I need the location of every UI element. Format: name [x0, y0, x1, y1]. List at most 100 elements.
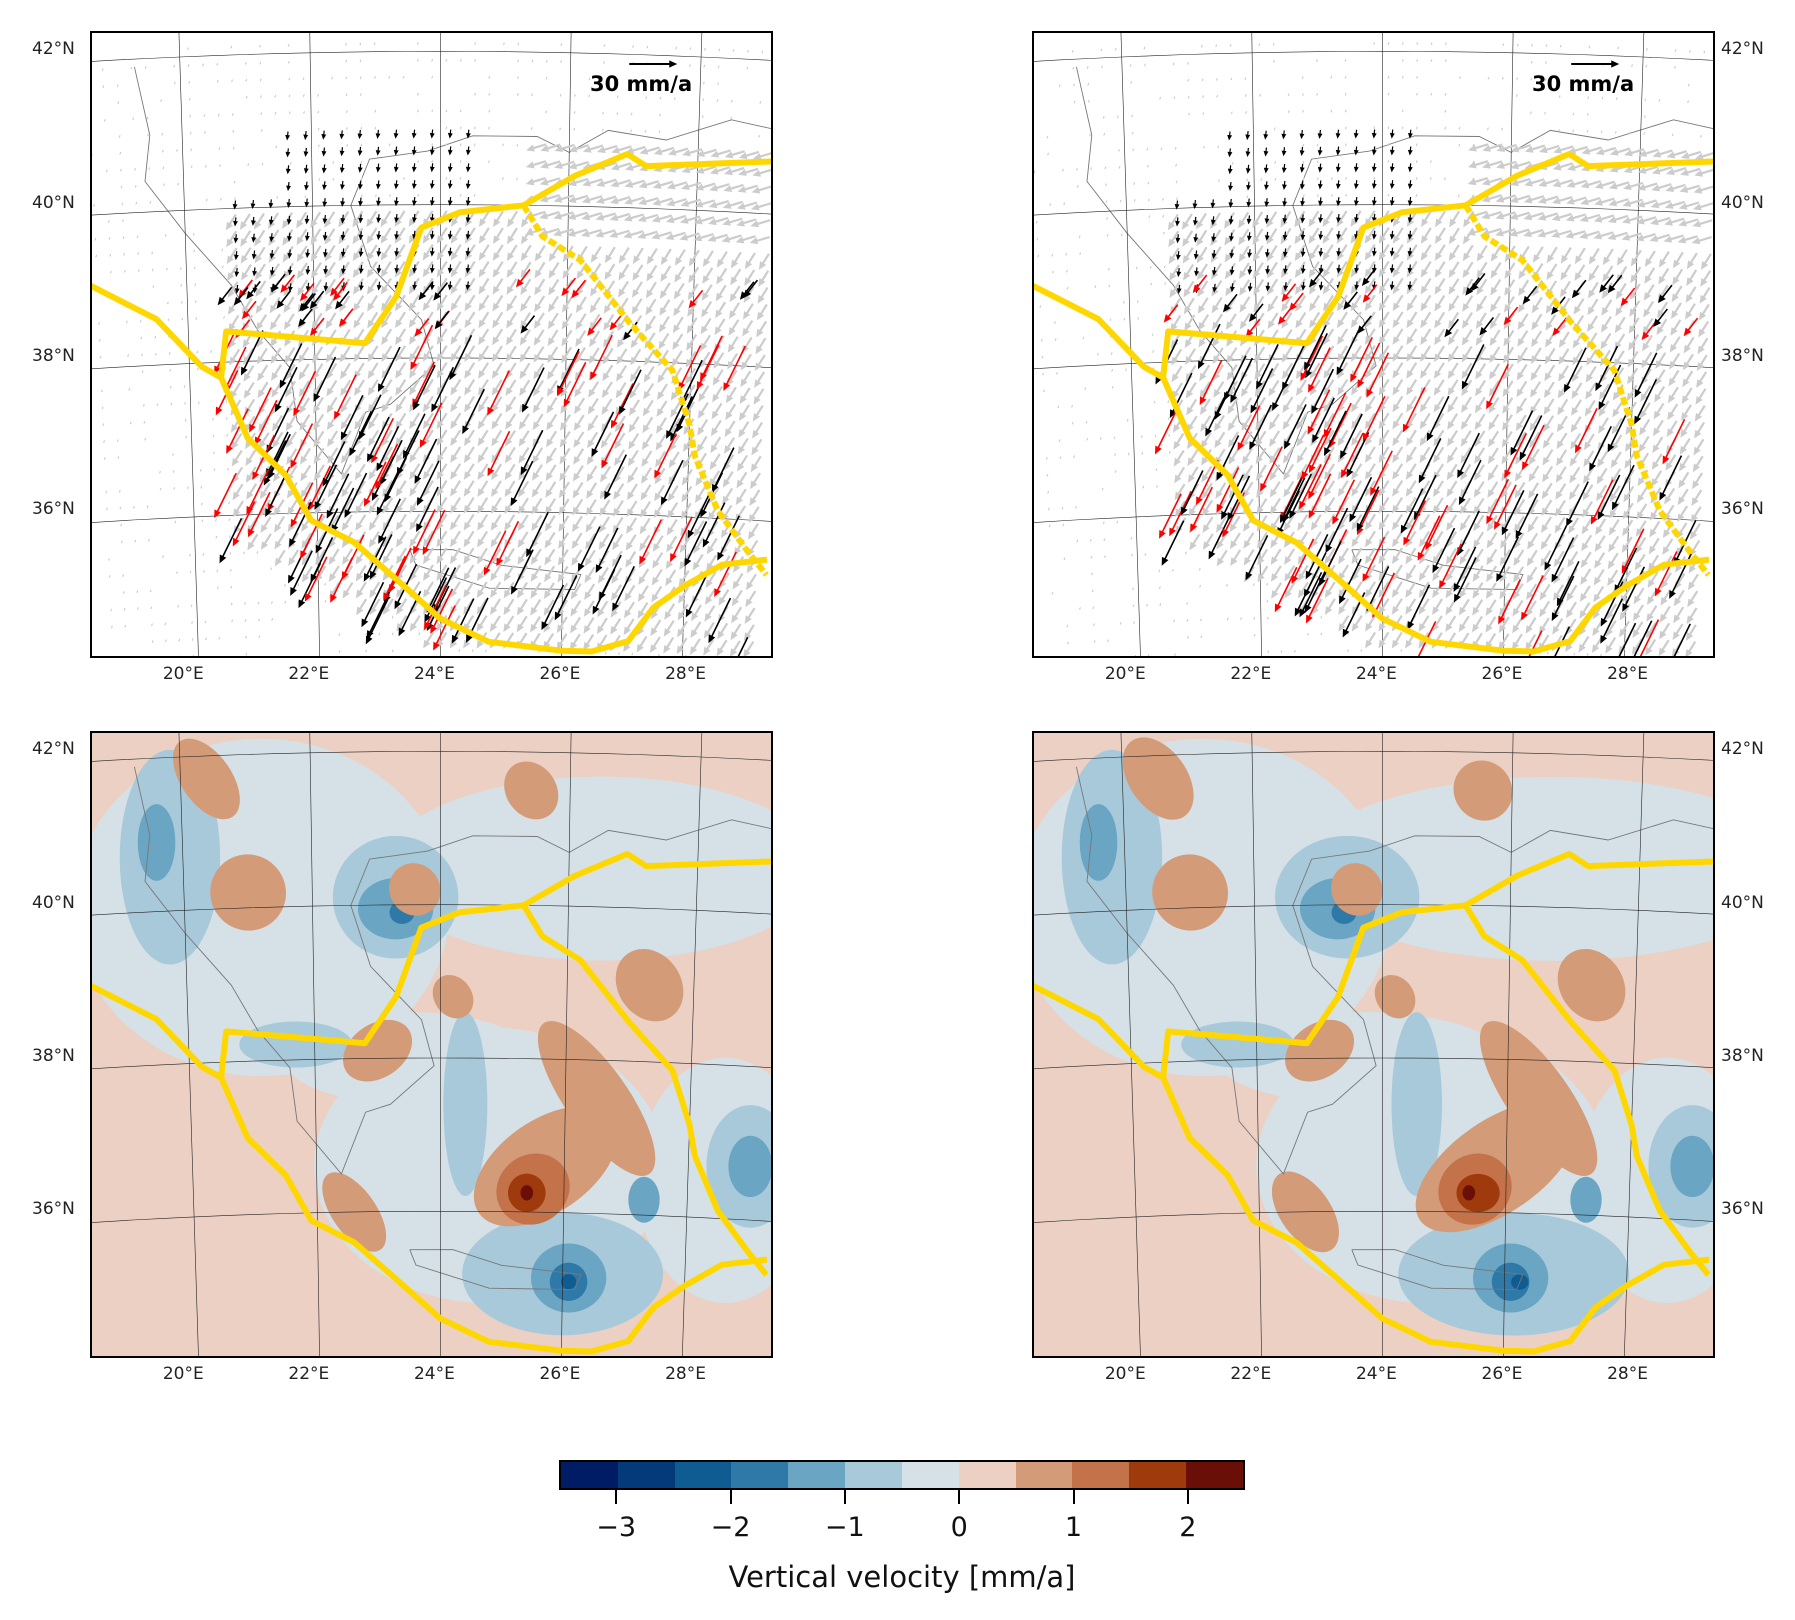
vector-head — [270, 338, 278, 348]
vector-head — [296, 270, 305, 279]
model-vector — [450, 429, 462, 447]
vector-head — [586, 490, 594, 499]
model-vector — [717, 82, 720, 86]
vector-head — [716, 258, 725, 268]
vector-head — [612, 541, 620, 551]
vector-shaft — [372, 417, 394, 460]
vector-head — [354, 471, 363, 481]
vector-head — [181, 318, 184, 321]
model-vector — [177, 604, 180, 609]
model-vector — [246, 280, 261, 300]
model-vector — [732, 49, 735, 53]
vector-head — [581, 196, 591, 204]
vector-head — [658, 654, 660, 656]
vector-head — [230, 46, 233, 49]
observed-vector — [285, 131, 291, 141]
model-vector — [213, 468, 216, 472]
vector-head — [92, 154, 93, 156]
model-vector — [189, 570, 192, 574]
observed-vector — [447, 281, 453, 291]
observed-vector — [723, 345, 747, 391]
vector-head — [623, 331, 631, 341]
model-vector — [614, 449, 626, 466]
model-vector — [366, 227, 378, 245]
model-vector — [155, 352, 157, 356]
observed-vector — [285, 165, 291, 175]
model-vector — [665, 214, 687, 224]
vector-head — [422, 268, 431, 278]
vector-head — [530, 573, 538, 582]
vector-head — [506, 235, 515, 245]
vector-head — [697, 426, 705, 436]
model-vector — [601, 128, 604, 132]
vector-head — [129, 422, 132, 425]
vector-head — [250, 203, 256, 210]
model-vector — [477, 480, 489, 497]
vector-head — [682, 459, 690, 469]
vector-head — [706, 562, 714, 572]
model-vector — [612, 499, 624, 517]
model-vector — [436, 243, 448, 261]
model-vector — [745, 590, 757, 608]
vector-head — [540, 161, 549, 169]
model-vector — [659, 282, 671, 299]
vector-head — [254, 237, 262, 247]
model-vector — [338, 650, 341, 654]
observed-vector — [587, 317, 602, 336]
observed-vector — [375, 180, 381, 190]
model-vector — [757, 287, 769, 304]
vector-head — [332, 162, 335, 165]
model-vector — [174, 520, 177, 524]
vector-head — [99, 356, 102, 359]
model-vector — [340, 413, 352, 430]
model-vector — [492, 227, 504, 245]
vector-shaft — [291, 550, 313, 592]
observed-vector — [563, 362, 587, 408]
model-vector — [117, 456, 120, 460]
model-vector — [547, 329, 559, 347]
model-vector — [464, 328, 476, 345]
model-vector — [257, 601, 260, 605]
model-vector — [243, 551, 245, 555]
model-vector — [436, 429, 448, 447]
vector-head — [422, 302, 431, 312]
vector-head — [547, 371, 555, 380]
model-vector — [354, 446, 366, 464]
model-vector — [585, 516, 597, 533]
vector-head — [381, 403, 389, 413]
model-vector — [136, 235, 139, 239]
vector-head — [357, 133, 363, 140]
vector-head — [533, 387, 541, 397]
model-vector — [395, 513, 407, 531]
vector-head — [585, 507, 594, 516]
vector-head — [409, 622, 418, 632]
model-vector — [105, 169, 108, 173]
model-vector — [703, 81, 705, 85]
observed-vector — [322, 198, 328, 208]
vector-head — [342, 589, 350, 599]
vector-head — [617, 79, 619, 82]
model-vector — [395, 497, 407, 514]
vector-head — [137, 608, 139, 611]
vector-head — [445, 178, 448, 181]
model-vector — [380, 261, 392, 278]
model-vector — [685, 350, 697, 368]
model-vector — [300, 447, 311, 465]
vector-head — [745, 598, 753, 608]
model-vector — [562, 296, 573, 313]
vector-head — [388, 144, 391, 147]
model-velocity-field — [92, 42, 771, 656]
model-vector — [748, 506, 760, 523]
model-vector — [471, 649, 474, 653]
vector-head — [360, 144, 363, 147]
vector-head — [548, 253, 557, 262]
vector-head — [611, 146, 620, 154]
model-vector — [256, 551, 259, 555]
vector-head — [584, 574, 592, 584]
model-vector — [381, 429, 393, 447]
vector-head — [677, 611, 685, 621]
model-vector — [191, 621, 193, 625]
model-vector — [645, 281, 657, 299]
vector-head — [589, 338, 597, 348]
model-vector — [342, 581, 354, 599]
